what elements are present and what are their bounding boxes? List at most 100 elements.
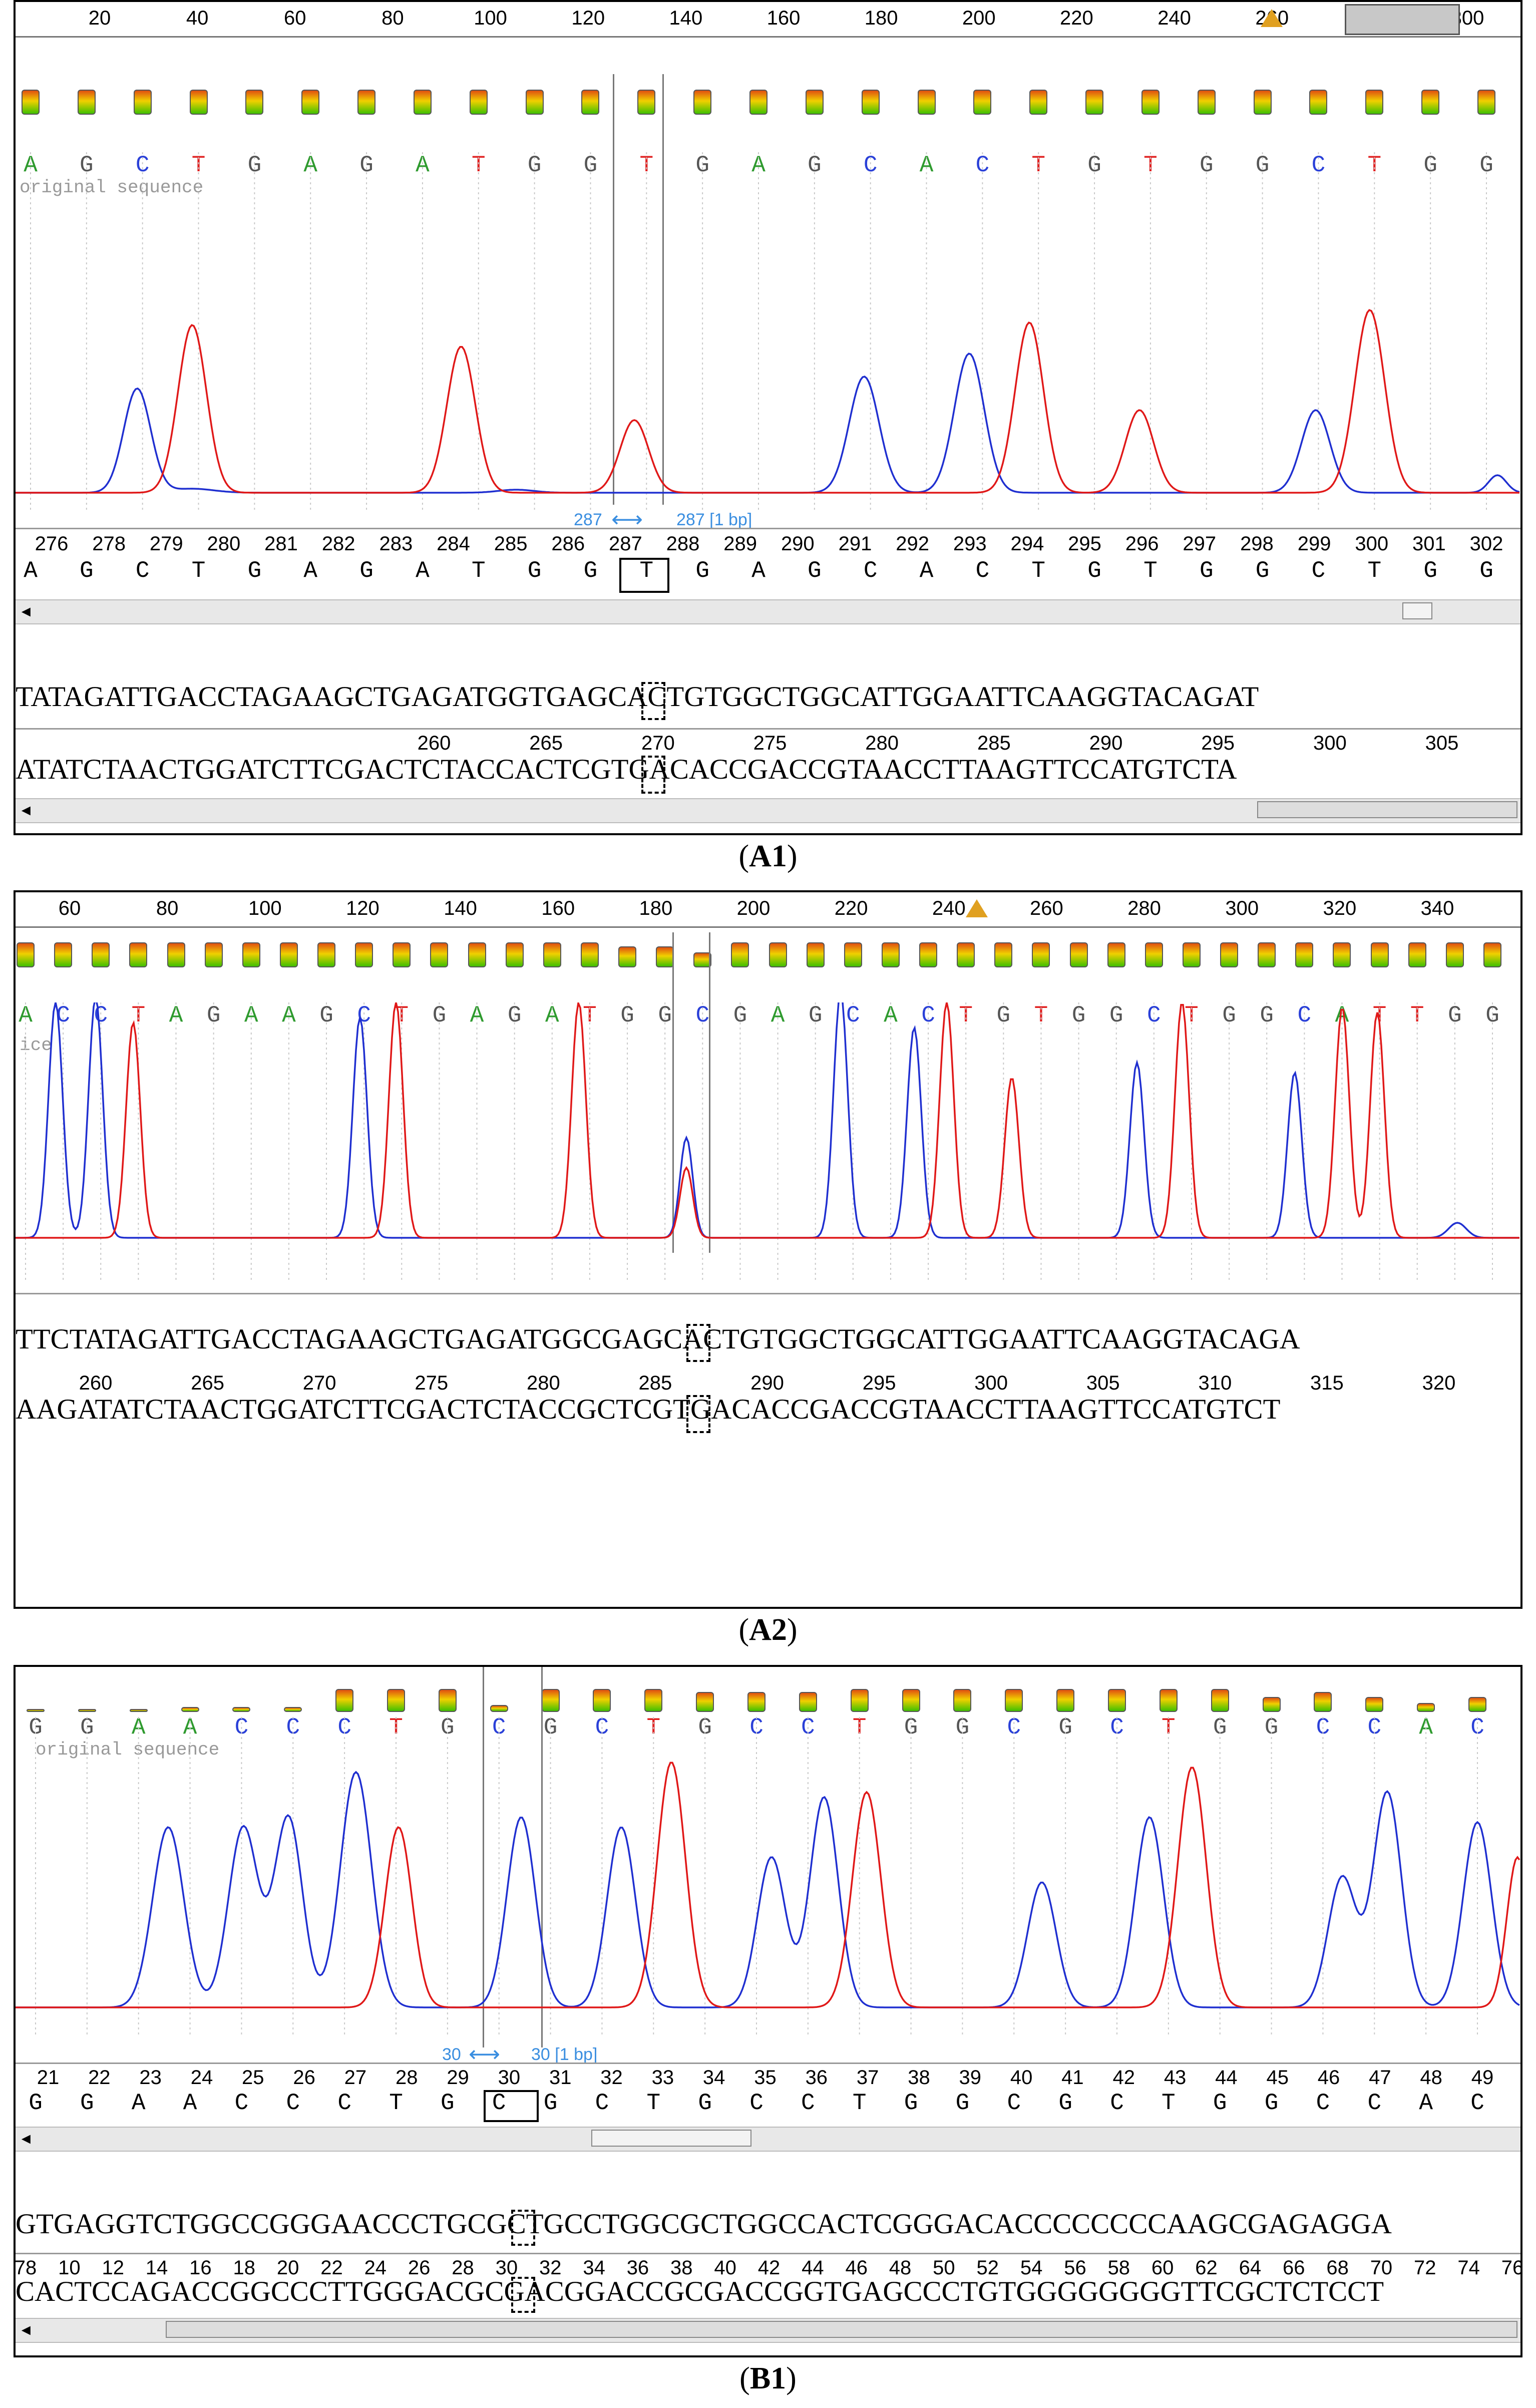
- called-base-letter[interactable]: A: [183, 2090, 197, 2116]
- ruler-a2[interactable]: 60 80 100 120 140 160 180 200 220 240 260 280 300 320…: [16, 892, 1520, 928]
- scroll-left-icon[interactable]: ◄: [19, 603, 34, 620]
- called-base-letter[interactable]: G: [80, 558, 94, 584]
- mutation-highlight[interactable]: [686, 1324, 710, 1362]
- called-base-letter[interactable]: C: [234, 2090, 249, 2116]
- called-base-letter[interactable]: G: [695, 558, 709, 584]
- called-base-letter[interactable]: G: [527, 558, 542, 584]
- called-base-letter[interactable]: G: [359, 558, 373, 584]
- quality-bar: [1365, 1697, 1384, 1712]
- called-base-letter[interactable]: A: [24, 558, 38, 584]
- called-base-letter[interactable]: G: [1479, 558, 1493, 584]
- mutation-highlight[interactable]: [641, 682, 665, 720]
- called-base-letter[interactable]: C: [975, 558, 990, 584]
- called-base-letter[interactable]: C: [863, 558, 878, 584]
- called-base-letter[interactable]: G: [1213, 2090, 1227, 2116]
- called-base-letter[interactable]: A: [303, 558, 318, 584]
- ruler-a1[interactable]: 2040608010012014016018020022024026028030…: [16, 2, 1520, 38]
- position-number: 16: [189, 2257, 212, 2279]
- overview-thumb[interactable]: [1345, 4, 1460, 35]
- called-base-letter[interactable]: G: [1087, 558, 1101, 584]
- selected-base-box[interactable]: [619, 558, 669, 593]
- called-base-letter[interactable]: C: [749, 2090, 763, 2116]
- mutation-highlight-ref[interactable]: [511, 2277, 535, 2313]
- quality-bar: [129, 1709, 148, 1712]
- called-base-letter[interactable]: G: [1423, 558, 1437, 584]
- quality-bar: [656, 946, 674, 967]
- chromatogram-b1[interactable]: [16, 1717, 1520, 2037]
- called-base-letter[interactable]: T: [646, 2090, 661, 2116]
- called-base-letter[interactable]: G: [441, 2090, 455, 2116]
- chromatogram-a2[interactable]: [16, 1002, 1520, 1283]
- called-base-letter[interactable]: T: [1031, 558, 1046, 584]
- called-base-letter[interactable]: A: [751, 558, 765, 584]
- called-base-letter[interactable]: G: [1199, 558, 1214, 584]
- called-base-letter[interactable]: G: [698, 2090, 712, 2116]
- called-base-letter[interactable]: C: [1110, 2090, 1124, 2116]
- scroll-left-icon[interactable]: ◄: [19, 2322, 34, 2338]
- called-base-letter[interactable]: C: [1316, 2090, 1330, 2116]
- called-base-letter[interactable]: C: [1007, 2090, 1021, 2116]
- called-base-letter[interactable]: C: [801, 2090, 815, 2116]
- quality-bar: [994, 942, 1013, 967]
- called-base-letter[interactable]: T: [639, 558, 654, 584]
- called-base-letter[interactable]: G: [543, 2090, 558, 2116]
- mutation-highlight-ref[interactable]: [686, 1395, 710, 1433]
- mutation-highlight[interactable]: [511, 2210, 535, 2246]
- scroll-left-icon[interactable]: ◄: [19, 802, 34, 819]
- called-base-letter[interactable]: T: [852, 2090, 867, 2116]
- horizontal-scrollbar[interactable]: ◄: [16, 599, 1520, 624]
- scroll-left-icon[interactable]: ◄: [19, 2131, 34, 2147]
- called-base-letter[interactable]: C: [135, 558, 150, 584]
- quality-bar: [17, 942, 35, 967]
- called-base-letter[interactable]: G: [955, 2090, 970, 2116]
- called-base-letter[interactable]: G: [80, 2090, 94, 2116]
- warning-triangle-icon[interactable]: [1261, 9, 1283, 27]
- chromatogram-a1[interactable]: [16, 152, 1520, 513]
- called-base-letter[interactable]: T: [1143, 558, 1158, 584]
- scroll-thumb[interactable]: [166, 2321, 1517, 2338]
- called-base-letter[interactable]: G: [583, 558, 598, 584]
- called-base-letter[interactable]: A: [1419, 2090, 1433, 2116]
- horizontal-scrollbar[interactable]: ◄: [16, 2127, 1520, 2152]
- called-base-letter[interactable]: T: [471, 558, 486, 584]
- selection-arrow-icon: ⟷: [469, 2042, 501, 2067]
- position-number: 48: [1420, 2067, 1442, 2089]
- position-number: 33: [651, 2067, 674, 2089]
- called-base-letter[interactable]: C: [595, 2090, 609, 2116]
- quality-bar: [1085, 90, 1104, 115]
- called-base-letter[interactable]: T: [191, 558, 206, 584]
- called-base-letter[interactable]: G: [1255, 558, 1270, 584]
- horizontal-scrollbar-bottom[interactable]: ◄: [16, 2318, 1520, 2343]
- called-base-letter[interactable]: C: [1470, 2090, 1484, 2116]
- warning-triangle-icon[interactable]: [966, 899, 988, 917]
- quality-bar: [1333, 942, 1351, 967]
- called-base-letter[interactable]: A: [919, 558, 934, 584]
- scroll-thumb[interactable]: [1257, 801, 1517, 818]
- called-base-letter[interactable]: C: [1367, 2090, 1382, 2116]
- called-base-letter[interactable]: G: [29, 2090, 43, 2116]
- mutation-highlight-ref[interactable]: [641, 756, 665, 794]
- called-base-letter[interactable]: G: [808, 558, 822, 584]
- called-base-letter[interactable]: C: [1311, 558, 1326, 584]
- called-base-letter[interactable]: G: [1058, 2090, 1072, 2116]
- scroll-thumb[interactable]: [1402, 602, 1432, 619]
- position-number: 49: [1471, 2067, 1494, 2089]
- called-base-letter[interactable]: T: [1367, 558, 1382, 584]
- called-base-letter[interactable]: C: [286, 2090, 300, 2116]
- called-base-letter[interactable]: T: [389, 2090, 403, 2116]
- called-base-letter[interactable]: A: [416, 558, 430, 584]
- scroll-thumb[interactable]: [591, 2130, 751, 2147]
- called-base-letter[interactable]: G: [904, 2090, 918, 2116]
- position-number: 280: [865, 732, 899, 754]
- called-base-letter[interactable]: C: [337, 2090, 351, 2116]
- horizontal-scrollbar-bottom[interactable]: ◄: [16, 798, 1520, 823]
- position-number: 28: [452, 2257, 474, 2279]
- called-base-letter[interactable]: A: [131, 2090, 146, 2116]
- called-base-letter[interactable]: G: [1264, 2090, 1279, 2116]
- original-sequence-label: original sequence: [36, 1740, 220, 1760]
- called-base-letter[interactable]: C: [492, 2090, 506, 2116]
- called-base-letter[interactable]: T: [1162, 2090, 1176, 2116]
- selected-base-box[interactable]: [484, 2090, 539, 2122]
- position-number: 74: [1457, 2257, 1480, 2279]
- called-base-letter[interactable]: G: [247, 558, 262, 584]
